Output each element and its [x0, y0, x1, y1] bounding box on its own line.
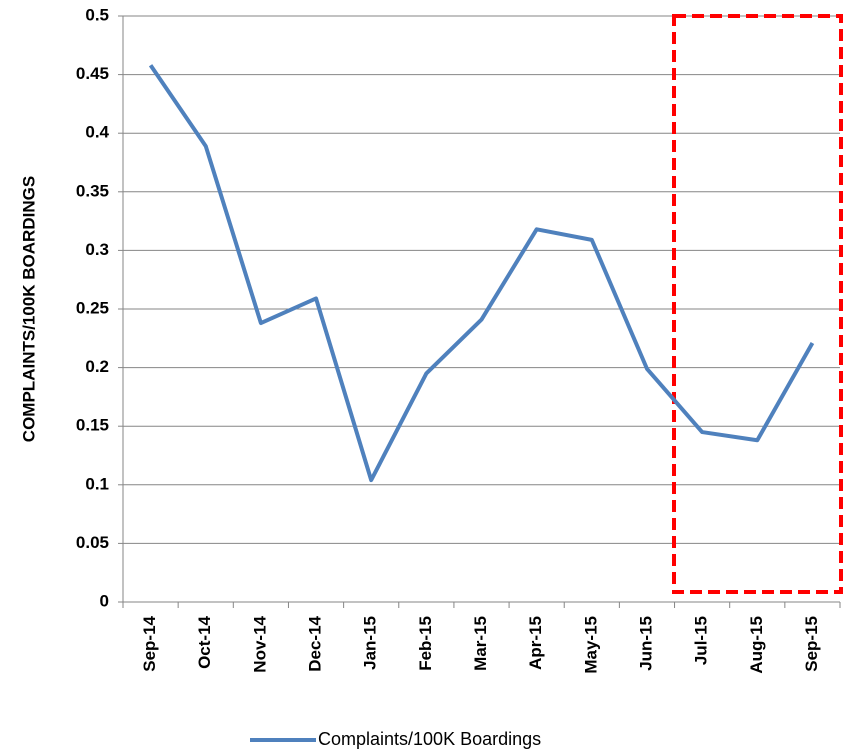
x-tick-label: Oct-14	[195, 615, 214, 668]
y-tick-label: 0.35	[76, 181, 109, 200]
y-tick-label: 0.05	[76, 533, 109, 552]
x-tick-label: Mar-15	[471, 616, 490, 671]
y-tick-label: 0.5	[85, 5, 109, 24]
y-tick-label: 0.4	[85, 123, 109, 142]
y-tick-label: 0.1	[85, 474, 109, 493]
x-tick-label: Feb-15	[416, 616, 435, 671]
y-tick-label: 0.25	[76, 298, 109, 317]
y-tick-label: 0.3	[85, 240, 109, 259]
x-tick-label: Sep-15	[802, 616, 821, 672]
series-line	[148, 64, 815, 483]
x-tick-label: Nov-14	[250, 615, 269, 672]
y-tick-label: 0.45	[76, 64, 109, 83]
x-tick-label: Sep-14	[140, 615, 159, 671]
x-tick-label: Jul-15	[692, 616, 711, 665]
legend-label: Complaints/100K Boardings	[318, 729, 541, 749]
x-tick-label: Apr-15	[526, 616, 545, 670]
y-axis-title: COMPLAINTS/100K BOARDINGS	[19, 176, 38, 442]
y-tick-label: 0	[100, 591, 109, 610]
x-tick-label: Jun-15	[636, 616, 655, 671]
highlight-box	[672, 14, 843, 594]
x-tick-label: Jan-15	[361, 616, 380, 670]
x-tick-label: Dec-14	[306, 615, 325, 671]
x-tick-label: Aug-15	[747, 616, 766, 674]
y-tick-label: 0.2	[85, 357, 109, 376]
y-tick-label: 0.15	[76, 416, 109, 435]
x-tick-label: May-15	[581, 616, 600, 674]
